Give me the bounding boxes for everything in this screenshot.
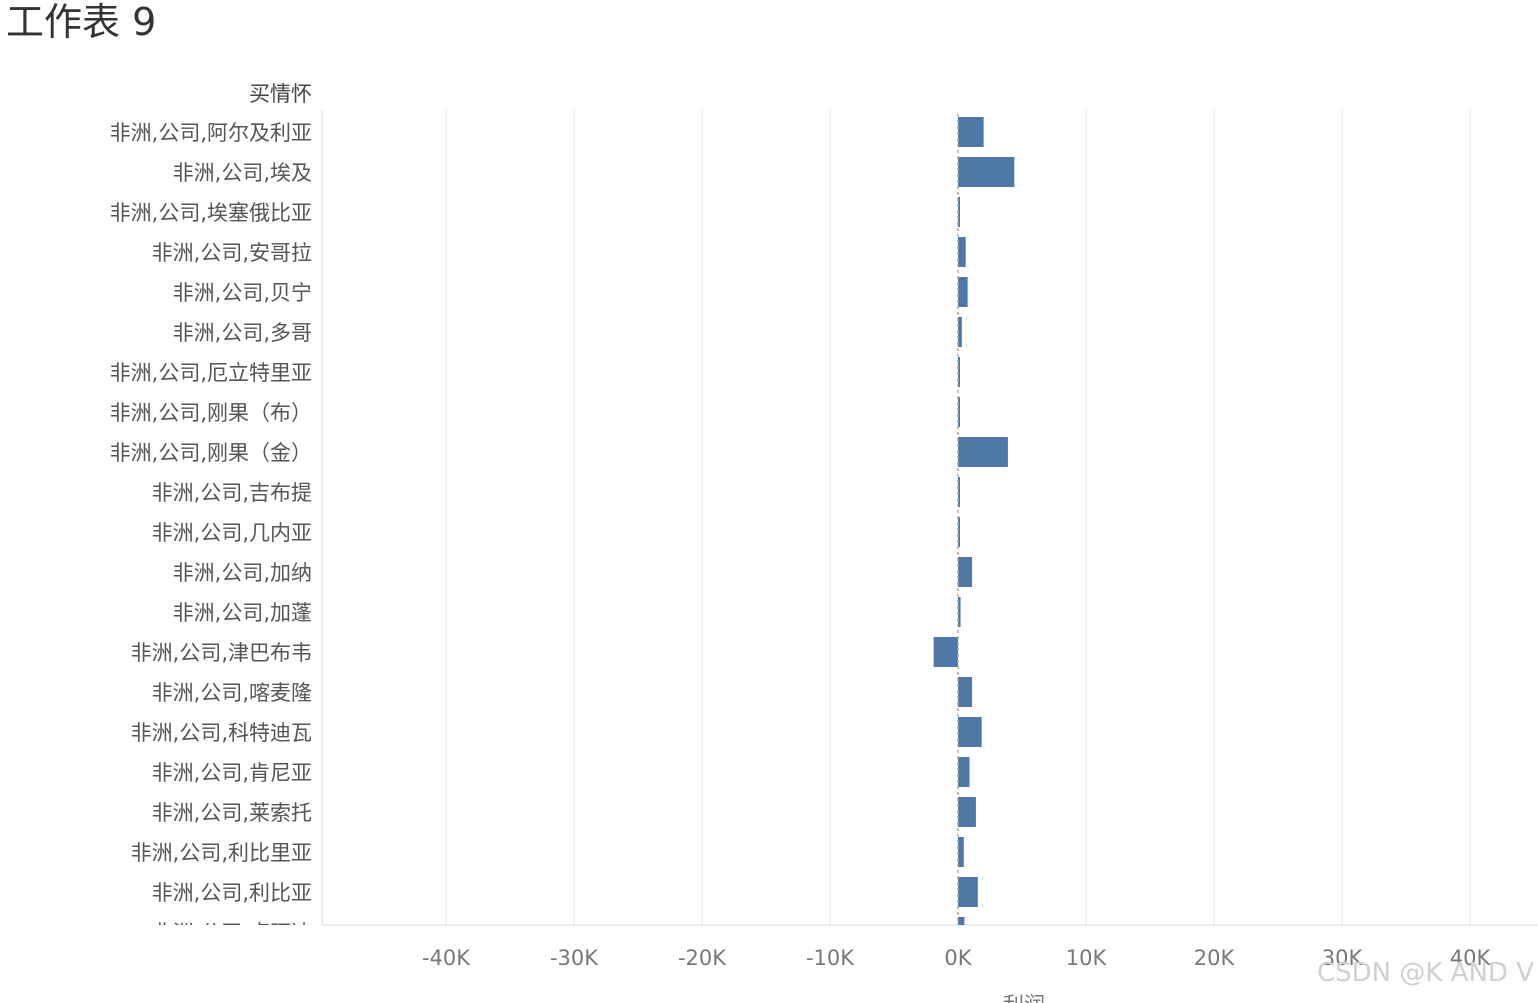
row-label: 非洲,公司,吉布提	[152, 481, 312, 505]
bar[interactable]	[958, 917, 965, 947]
x-tick-label: -40K	[422, 946, 471, 970]
sheet-title: 工作表 9	[6, 0, 157, 44]
row-label: 非洲,公司,莱索托	[152, 801, 312, 825]
bar[interactable]	[958, 397, 960, 427]
x-tick-label: 40K	[1450, 946, 1492, 970]
bar[interactable]	[958, 517, 960, 547]
x-tick-label: 20K	[1194, 946, 1236, 970]
row-label: 非洲,公司,津巴布韦	[131, 641, 312, 665]
row-label: 非洲,公司,埃塞俄比亚	[110, 201, 312, 225]
bar[interactable]	[958, 717, 982, 747]
x-tick-label: 0K	[944, 946, 972, 970]
x-axis-ticks: -40K -30K -20K -10K 0K 10K 20K 30K 40K	[422, 946, 1492, 970]
bar[interactable]	[958, 317, 962, 347]
x-tick-label: 10K	[1066, 946, 1108, 970]
x-tick-label: 30K	[1322, 946, 1364, 970]
row-label: 非洲,公司,加纳	[173, 561, 312, 585]
bar[interactable]	[958, 677, 973, 707]
row-label: 非洲,公司,刚果（金）	[110, 441, 312, 465]
row-label: 非洲,公司,多哥	[173, 321, 312, 345]
bar[interactable]	[958, 237, 966, 267]
bar[interactable]	[958, 157, 1015, 187]
bar[interactable]	[958, 197, 960, 227]
x-tick-label: -20K	[678, 946, 727, 970]
bar[interactable]	[958, 597, 961, 627]
row-label: 非洲,公司,卢旺达	[152, 921, 312, 945]
grid-lines	[321, 110, 1538, 926]
bar[interactable]	[958, 877, 978, 907]
row-label: 非洲,公司,加蓬	[173, 601, 312, 625]
bar[interactable]	[958, 557, 973, 587]
bar[interactable]	[958, 117, 984, 147]
bar[interactable]	[958, 837, 964, 867]
row-label: 非洲,公司,几内亚	[152, 521, 312, 545]
row-label: 非洲,公司,喀麦隆	[152, 681, 312, 705]
row-header: 买情怀	[249, 82, 312, 106]
watermark: CSDN @K AND V	[1316, 958, 1534, 988]
bar[interactable]	[958, 437, 1008, 467]
row-label: 非洲,公司,科特迪瓦	[131, 721, 312, 745]
row-label: 非洲,公司,厄立特里亚	[110, 361, 312, 385]
row-label: 非洲,公司,刚果（布）	[110, 401, 312, 425]
x-tick-label: -10K	[806, 946, 855, 970]
bar[interactable]	[958, 357, 960, 387]
row-label: 非洲,公司,利比亚	[152, 881, 312, 905]
bar[interactable]	[958, 757, 970, 787]
row-label: 非洲,公司,利比里亚	[131, 841, 312, 865]
row-label: 非洲,公司,安哥拉	[152, 241, 312, 265]
bar[interactable]	[958, 477, 960, 507]
chart-rows: 非洲,公司,阿尔及利亚非洲,公司,埃及非洲,公司,埃塞俄比亚非洲,公司,安哥拉非…	[110, 117, 1015, 947]
row-label: 非洲,公司,肯尼亚	[152, 761, 312, 785]
x-tick-label: -30K	[550, 946, 599, 970]
row-label: 非洲,公司,贝宁	[173, 281, 312, 305]
row-label: 非洲,公司,埃及	[173, 161, 312, 185]
row-label: 非洲,公司,阿尔及利亚	[110, 121, 312, 145]
bar[interactable]	[958, 277, 968, 307]
bar[interactable]	[958, 797, 976, 827]
x-axis-title: 利润	[1003, 993, 1045, 1003]
bar[interactable]	[933, 637, 958, 667]
